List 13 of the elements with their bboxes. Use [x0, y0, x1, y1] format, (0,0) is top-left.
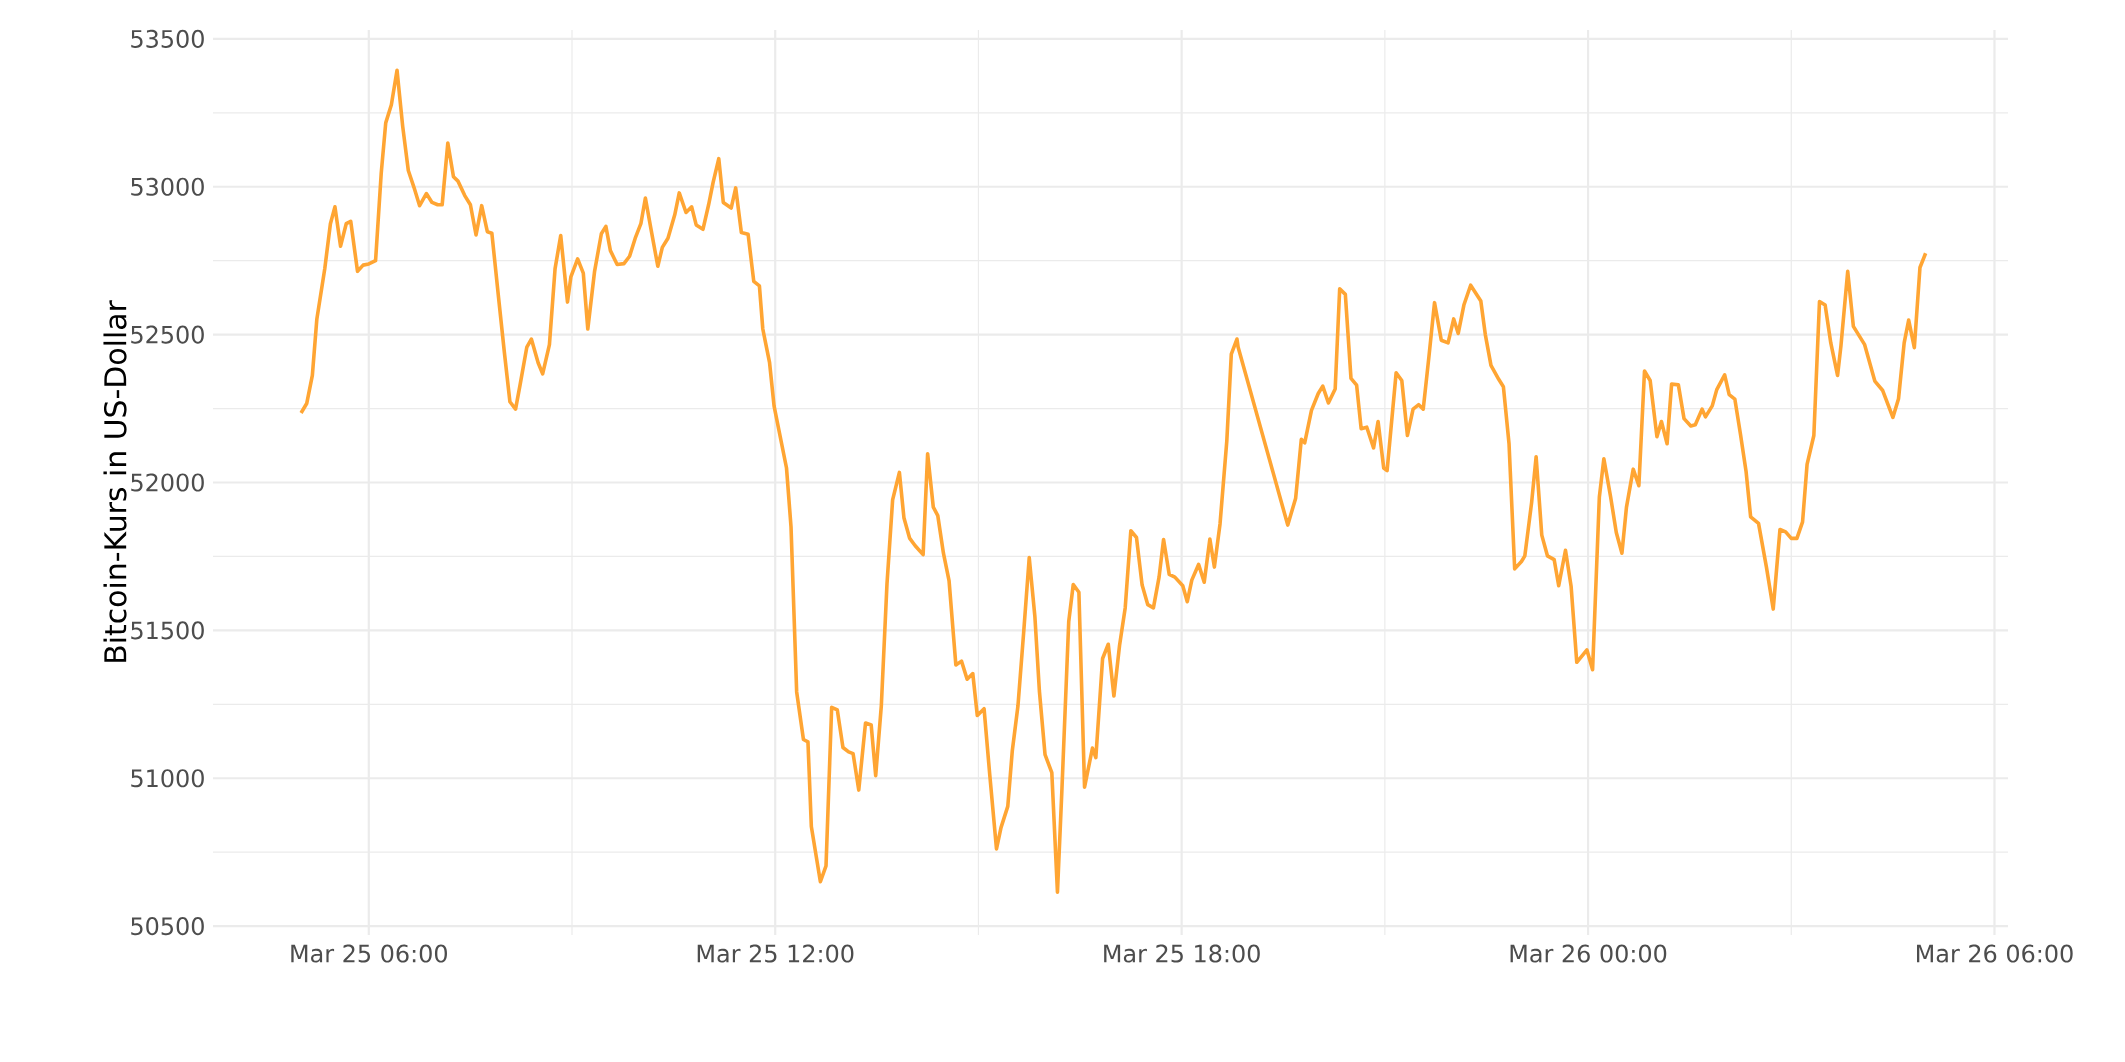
y-axis-title: Bitcoin-Kurs in US-Dollar — [103, 300, 127, 662]
x-tick-label: Mar 25 18:00 — [1104, 944, 1260, 963]
y-tick-label: 52500 — [131, 325, 204, 344]
x-tick-label: Mar 26 00:00 — [1510, 944, 1667, 963]
y-tick-label: 51500 — [131, 621, 204, 640]
y-tick-label: 52000 — [131, 473, 204, 492]
x-tick-label: Mar 25 06:00 — [291, 944, 447, 963]
x-tick-label: Mar 26 06:00 — [1917, 944, 2073, 963]
y-tick-label: 51000 — [131, 769, 204, 788]
y-tick-label: 50500 — [131, 917, 204, 936]
x-tick-label: Mar 25 12:00 — [697, 944, 854, 963]
y-tick-label: 53000 — [131, 177, 204, 196]
y-tick-label: 53500 — [131, 29, 204, 48]
